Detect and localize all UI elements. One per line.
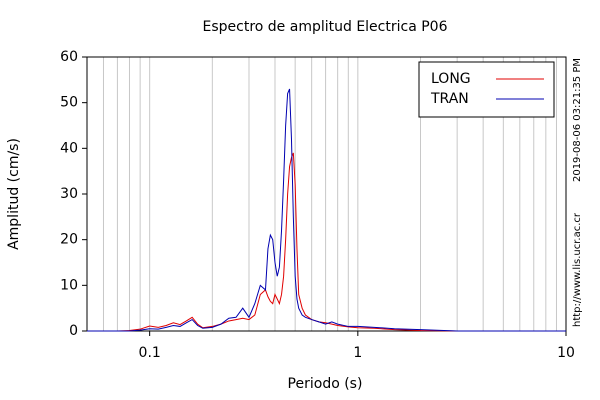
x-tick-label: 10: [557, 345, 575, 361]
chart-title: Espectro de amplitud Electrica P06: [203, 19, 448, 35]
x-tick-label: 1: [353, 345, 362, 361]
y-tick-label: 30: [60, 186, 78, 202]
legend-label: LONG: [431, 71, 471, 87]
x-axis-label: Periodo (s): [288, 376, 363, 392]
y-tick-label: 0: [69, 323, 78, 339]
plot-frame: [86, 56, 567, 332]
y-tick-label: 40: [60, 140, 78, 156]
y-tick-label: 10: [60, 277, 78, 293]
y-tick-label: 60: [60, 49, 78, 65]
series-line: [87, 152, 566, 332]
source: http://www.lis.ucr.ac.cr: [572, 212, 583, 327]
timestamp: 2019-08-06 03:21:35 PM: [572, 58, 583, 182]
legend-box: [418, 61, 555, 118]
y-tick-label: 50: [60, 95, 78, 111]
x-tick-label: 0.1: [139, 345, 161, 361]
y-tick-label: 20: [60, 232, 78, 248]
legend-label: TRAN: [430, 91, 469, 107]
series-line: [87, 88, 566, 332]
y-axis-label: Amplitud (cm/s): [6, 138, 22, 250]
